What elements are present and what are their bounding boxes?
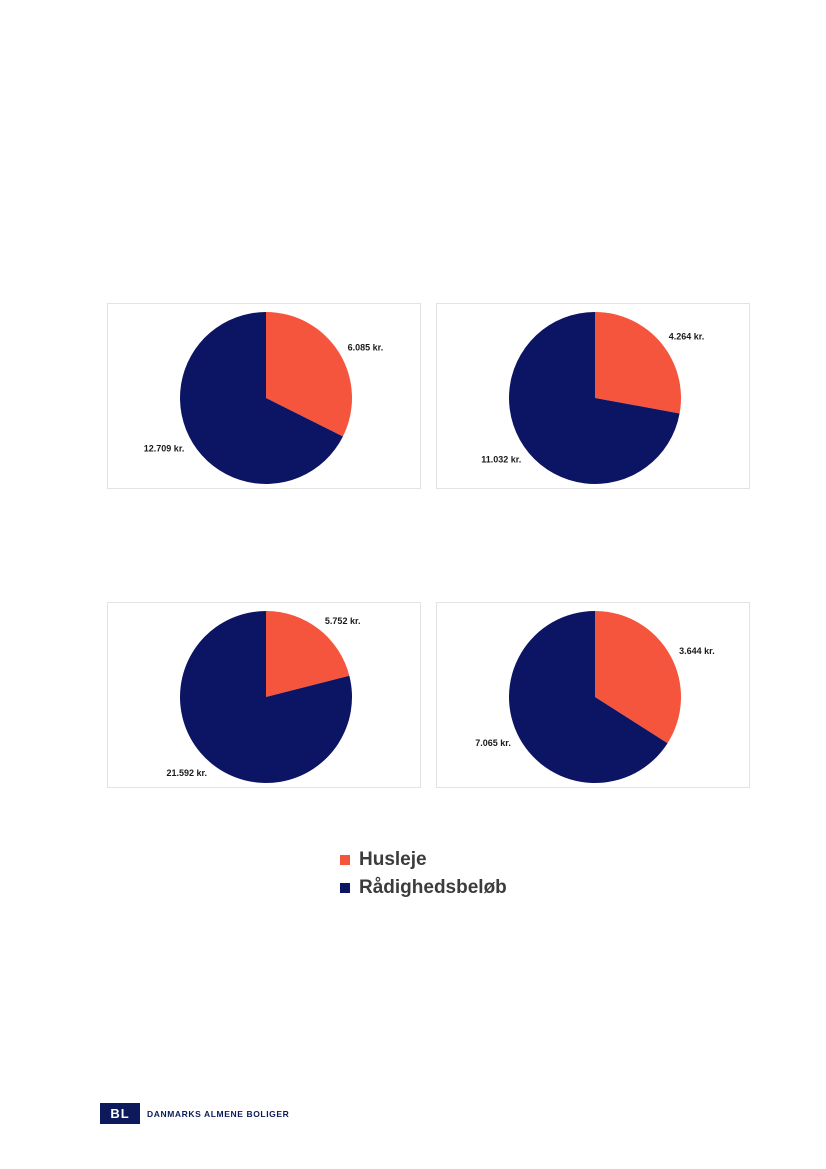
label-husleje: 6.085 kr. bbox=[348, 343, 384, 353]
slice-husleje bbox=[595, 611, 681, 744]
label-husleje: 3.644 kr. bbox=[679, 646, 715, 656]
legend-item-husleje: Husleje bbox=[340, 846, 507, 874]
slice-raadighedsbeloeb bbox=[179, 312, 343, 484]
pie-chart-1: 6.085 kr. 12.709 kr. bbox=[107, 303, 421, 489]
slice-raadighedsbeloeb bbox=[180, 611, 352, 783]
legend-label: Rådighedsbeløb bbox=[359, 877, 507, 898]
legend-label: Husleje bbox=[359, 849, 427, 870]
org-name: DANMARKS ALMENE BOLIGER bbox=[147, 1108, 290, 1119]
slice-husleje bbox=[595, 312, 681, 414]
label-raadighedsbeloeb: 11.032 kr. bbox=[481, 454, 521, 464]
bl-logo: BL bbox=[100, 1103, 140, 1124]
slice-raadighedsbeloeb bbox=[509, 312, 680, 484]
pie-chart-4: 3.644 kr. 7.065 kr. bbox=[436, 602, 750, 788]
footer-logo: BL DANMARKS ALMENE BOLIGER bbox=[100, 1103, 289, 1124]
pie-chart-3: 5.752 kr. 21.592 kr. bbox=[107, 602, 421, 788]
label-raadighedsbeloeb: 7.065 kr. bbox=[475, 738, 511, 748]
legend-swatch-raadighedsbeloeb bbox=[340, 883, 350, 893]
label-raadighedsbeloeb: 21.592 kr. bbox=[167, 768, 208, 778]
label-husleje: 4.264 kr. bbox=[669, 332, 705, 342]
label-husleje: 5.752 kr. bbox=[325, 616, 361, 626]
legend-item-raadighedsbeloeb: Rådighedsbeløb bbox=[340, 874, 507, 902]
label-raadighedsbeloeb: 12.709 kr. bbox=[144, 443, 185, 453]
legend-swatch-husleje bbox=[340, 855, 350, 865]
slice-raadighedsbeloeb bbox=[508, 611, 668, 783]
pie-svg: 3.644 kr. 7.065 kr. bbox=[475, 611, 715, 783]
pie-chart-2: 4.264 kr. 11.032 kr. bbox=[436, 303, 750, 489]
slice-husleje bbox=[266, 312, 352, 437]
pie-svg: 6.085 kr. 12.709 kr. bbox=[144, 312, 384, 484]
legend: Husleje Rådighedsbeløb bbox=[340, 846, 507, 902]
pie-svg: 4.264 kr. 11.032 kr. bbox=[481, 312, 705, 484]
pie-svg: 5.752 kr. 21.592 kr. bbox=[167, 611, 361, 783]
slice-husleje bbox=[266, 611, 350, 697]
